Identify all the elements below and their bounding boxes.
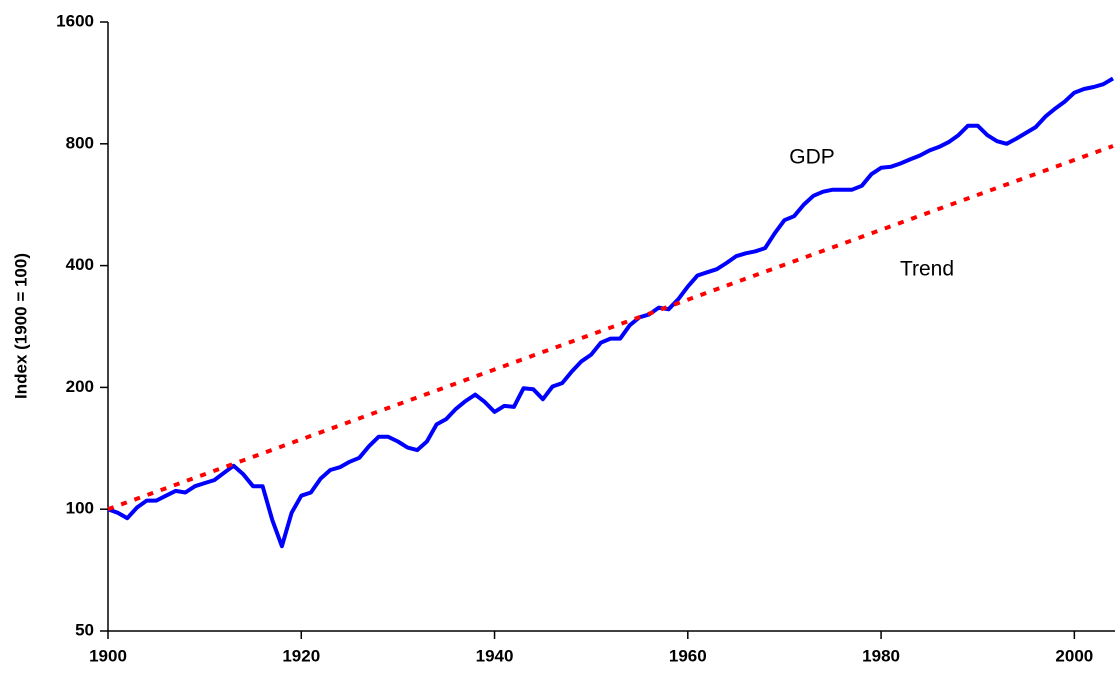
y-tick-label: 1600 [56, 11, 94, 30]
x-tick-label: 1960 [669, 646, 707, 665]
series-line [107, 76, 1115, 549]
y-tick-label: 800 [66, 133, 94, 152]
x-tick-label: 1920 [282, 646, 320, 665]
y-tick-label: 400 [66, 255, 94, 274]
series-line [107, 144, 1114, 512]
x-tick-label: 1900 [89, 646, 127, 665]
y-axis-label: Index (1900 = 100) [11, 253, 30, 399]
annotation: Trend [900, 258, 954, 281]
x-tick-label: 2000 [1055, 646, 1093, 665]
y-tick-label: 50 [75, 620, 94, 639]
x-tick-label: 1940 [476, 646, 514, 665]
annotation: GDP [789, 146, 835, 169]
y-tick-label: 200 [66, 377, 94, 396]
x-tick-label: 1980 [862, 646, 900, 665]
y-tick-label: 100 [66, 499, 94, 518]
